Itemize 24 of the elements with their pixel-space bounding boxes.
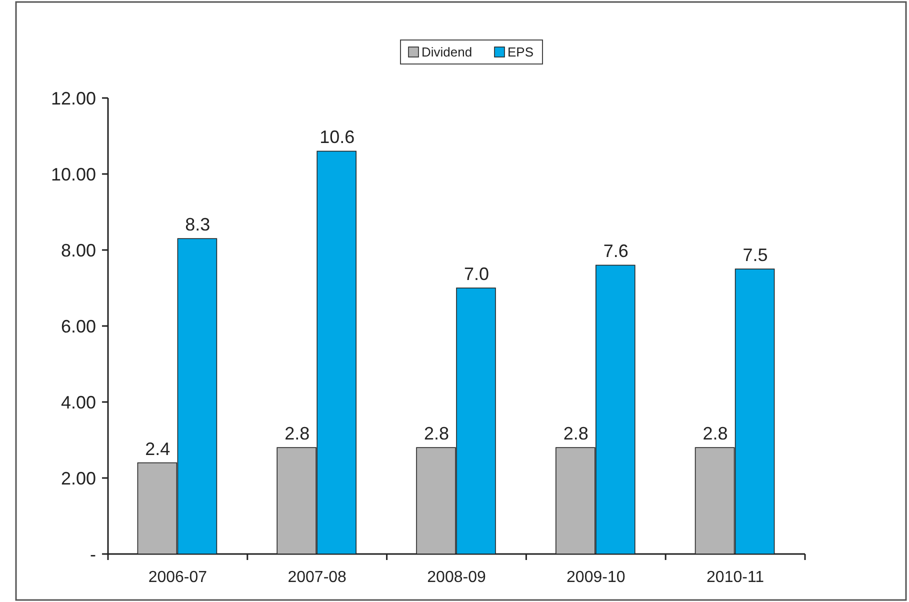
y-tick-label: 10.00 [50,164,96,184]
data-label: 2.4 [145,438,170,459]
y-tick-label: 6.00 [60,316,96,336]
x-tick-label: 2007-08 [288,569,347,586]
legend-label: Dividend [422,44,472,60]
data-label: 7.5 [742,245,768,265]
x-tick-label: 2009-10 [566,569,626,586]
y-tick-label: - [90,544,96,564]
y-tick-label: 4.00 [60,392,96,412]
data-label: 7.0 [464,264,490,284]
y-tick-label: 2.00 [60,468,96,488]
x-tick-label: 2006-07 [148,569,208,586]
data-label: 10.6 [320,127,355,148]
data-label: 2.8 [424,424,450,444]
y-tick-label: 8.00 [60,240,96,260]
data-label: 2.8 [702,424,728,444]
y-tick-label: 12.00 [50,88,96,108]
data-label: 2.8 [284,424,310,444]
data-label: 7.6 [603,241,628,262]
data-label: 2.8 [563,424,588,444]
x-tick-label: 2010-11 [706,569,764,586]
x-tick-label: 2008-09 [427,569,486,586]
legend-label: EPS [508,44,534,60]
data-label: 8.3 [185,214,210,235]
